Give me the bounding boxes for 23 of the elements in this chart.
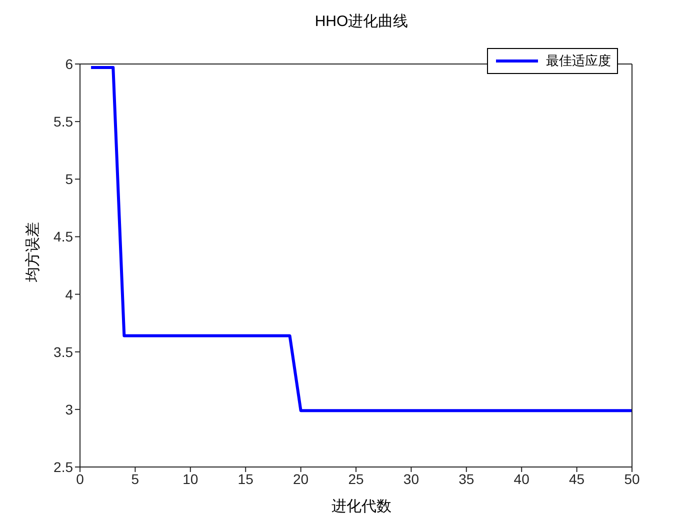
x-tick-label: 35 [458, 470, 474, 487]
y-tick-label: 5.5 [54, 114, 74, 130]
y-tick-label: 4 [65, 286, 74, 302]
x-tick-label: 15 [238, 470, 254, 487]
y-tick-label: 5 [65, 171, 74, 188]
x-tick-label: 40 [514, 470, 530, 487]
x-tick-label: 0 [76, 470, 84, 487]
y-tick-label: 2.5 [54, 458, 74, 475]
y-tick-label: 3 [65, 401, 74, 418]
y-tick-label: 4.5 [54, 228, 74, 245]
legend-label: 最佳适应度 [546, 52, 611, 70]
x-axis-title: 进化代数 [330, 497, 392, 516]
y-tick-label: 3.5 [54, 344, 74, 360]
x-tick-label: 50 [624, 470, 640, 487]
x-tick-label: 45 [569, 470, 585, 487]
x-tick-label: 10 [182, 470, 198, 487]
x-tick-label: 20 [293, 470, 309, 487]
y-axis-title: 均方误差 [24, 222, 42, 282]
y-tick-label: 6 [65, 56, 74, 72]
x-tick-label: 25 [348, 470, 364, 487]
chart-title: HHO进化曲线 [314, 12, 410, 31]
x-tick-label: 30 [403, 470, 420, 487]
x-tick-label: 5 [131, 470, 140, 487]
